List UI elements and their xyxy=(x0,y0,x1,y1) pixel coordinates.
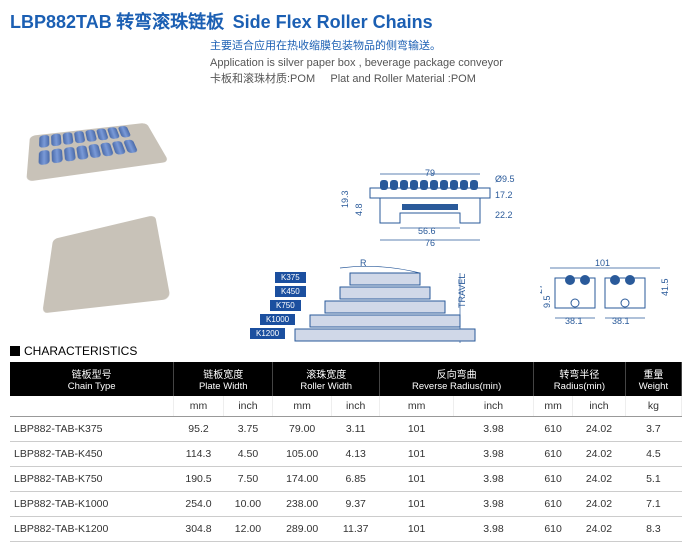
stack-bars xyxy=(295,273,475,341)
svg-text:19.3: 19.3 xyxy=(340,190,350,208)
table-cell: 3.98 xyxy=(453,416,533,441)
table-cell: 101 xyxy=(380,516,454,541)
desc-line1: 主要适合应用在热收缩膜包装物品的侧弯输送。 xyxy=(210,38,692,55)
page-header: LBP882TAB 转弯滚珠链板 Side Flex Roller Chains xyxy=(0,0,692,38)
table-body: LBP882-TAB-K37595.23.7579.003.111013.986… xyxy=(10,416,682,541)
svg-text:17.2: 17.2 xyxy=(495,190,513,200)
cross-section-diagram: 79 Ø9.5 17.2 22.2 19.3 4.8 56.6 76 xyxy=(340,168,520,248)
title-en: Side Flex Roller Chains xyxy=(233,12,433,32)
stack-k750: K750 xyxy=(270,300,301,311)
svg-text:22.2: 22.2 xyxy=(495,210,513,220)
title-cn: 转弯滚珠链板 xyxy=(116,12,224,32)
svg-text:38.1: 38.1 xyxy=(612,316,630,326)
table-row: LBP882-TAB-K1000254.010.00238.009.371013… xyxy=(10,491,682,516)
table-cell: 254.0 xyxy=(174,491,223,516)
side-view-diagram: 101 27 9.5 41.5 38.1 38.1 xyxy=(540,258,680,338)
table-cell: 610 xyxy=(534,466,573,491)
table-cell: 3.98 xyxy=(453,466,533,491)
svg-text:9.5: 9.5 xyxy=(542,295,552,308)
table-cell: 3.11 xyxy=(332,416,380,441)
desc-line2: Application is silver paper box , bevera… xyxy=(210,55,692,72)
svg-text:Ø9.5: Ø9.5 xyxy=(495,174,515,184)
table-cell: 24.02 xyxy=(573,516,626,541)
table-cell: 8.3 xyxy=(625,516,681,541)
table-cell: 7.50 xyxy=(223,466,272,491)
table-cell: 79.00 xyxy=(273,416,332,441)
table-cell: 6.85 xyxy=(332,466,380,491)
width-stack-diagram: R TRAVEL K375 K450 K750 K1000 K1200 xyxy=(250,258,520,358)
table-cell: 7.1 xyxy=(625,491,681,516)
product-code: LBP882TAB xyxy=(10,12,112,32)
stack-k375: K375 xyxy=(275,272,306,283)
table-cell: 10.00 xyxy=(223,491,272,516)
table-row: LBP882-TAB-K750190.57.50174.006.851013.9… xyxy=(10,466,682,491)
table-cell: 238.00 xyxy=(273,491,332,516)
desc-line3: 卡板和滚珠材质:POM Plat and Roller Material :PO… xyxy=(210,71,692,88)
table-cell: 3.7 xyxy=(625,416,681,441)
svg-text:56.6: 56.6 xyxy=(418,226,436,236)
visual-area: 79 Ø9.5 17.2 22.2 19.3 4.8 56.6 76 101 2… xyxy=(0,88,692,338)
svg-text:4.8: 4.8 xyxy=(354,203,364,216)
table-cell: 114.3 xyxy=(174,441,223,466)
table-cell: 24.02 xyxy=(573,416,626,441)
table-cell: 3.98 xyxy=(453,441,533,466)
table-cell: 3.98 xyxy=(453,516,533,541)
table-cell: 174.00 xyxy=(273,466,332,491)
table-cell: 610 xyxy=(534,491,573,516)
table-cell: 11.37 xyxy=(332,516,380,541)
table-units-row: mminch mminch mminch mminch kg xyxy=(10,396,682,417)
table-row: LBP882-TAB-K37595.23.7579.003.111013.986… xyxy=(10,416,682,441)
table-cell: 12.00 xyxy=(223,516,272,541)
table-cell: 105.00 xyxy=(273,441,332,466)
table-cell: LBP882-TAB-K1000 xyxy=(10,491,174,516)
svg-text:27: 27 xyxy=(540,283,544,293)
table-cell: 24.02 xyxy=(573,466,626,491)
table-cell: LBP882-TAB-K750 xyxy=(10,466,174,491)
table-row: LBP882-TAB-K1200304.812.00289.0011.37101… xyxy=(10,516,682,541)
description-block: 主要适合应用在热收缩膜包装物品的侧弯输送。 Application is sil… xyxy=(0,38,692,88)
svg-text:76: 76 xyxy=(425,238,435,248)
table-cell: 95.2 xyxy=(174,416,223,441)
table-cell: LBP882-TAB-K375 xyxy=(10,416,174,441)
table-cell: 5.1 xyxy=(625,466,681,491)
table-cell: 289.00 xyxy=(273,516,332,541)
table-cell: 101 xyxy=(380,441,454,466)
svg-text:41.5: 41.5 xyxy=(660,278,670,296)
table-cell: 4.5 xyxy=(625,441,681,466)
table-cell: 101 xyxy=(380,416,454,441)
table-cell: 101 xyxy=(380,491,454,516)
stack-k1200: K1200 xyxy=(250,328,285,339)
svg-text:79: 79 xyxy=(425,168,435,178)
svg-text:TRAVEL: TRAVEL xyxy=(457,273,467,307)
table-cell: 4.50 xyxy=(223,441,272,466)
svg-text:38.1: 38.1 xyxy=(565,316,583,326)
table-row: LBP882-TAB-K450114.34.50105.004.131013.9… xyxy=(10,441,682,466)
table-cell: LBP882-TAB-K1200 xyxy=(10,516,174,541)
stack-k1000: K1000 xyxy=(260,314,295,325)
table-cell: 9.37 xyxy=(332,491,380,516)
table-cell: 610 xyxy=(534,441,573,466)
table-cell: 610 xyxy=(534,416,573,441)
table-cell: 190.5 xyxy=(174,466,223,491)
table-header-row: 链板型号Chain Type 链板宽度Plate Width 滚珠宽度Rolle… xyxy=(10,362,682,396)
svg-text:101: 101 xyxy=(595,258,610,268)
square-bullet-icon xyxy=(10,346,20,356)
stack-k450: K450 xyxy=(275,286,306,297)
table-cell: 24.02 xyxy=(573,441,626,466)
table-cell: 101 xyxy=(380,466,454,491)
table-cell: 3.75 xyxy=(223,416,272,441)
table-cell: 24.02 xyxy=(573,491,626,516)
table-cell: LBP882-TAB-K450 xyxy=(10,441,174,466)
table-cell: 304.8 xyxy=(174,516,223,541)
table-cell: 610 xyxy=(534,516,573,541)
product-photo xyxy=(10,118,190,328)
table-cell: 4.13 xyxy=(332,441,380,466)
table-cell: 3.98 xyxy=(453,491,533,516)
